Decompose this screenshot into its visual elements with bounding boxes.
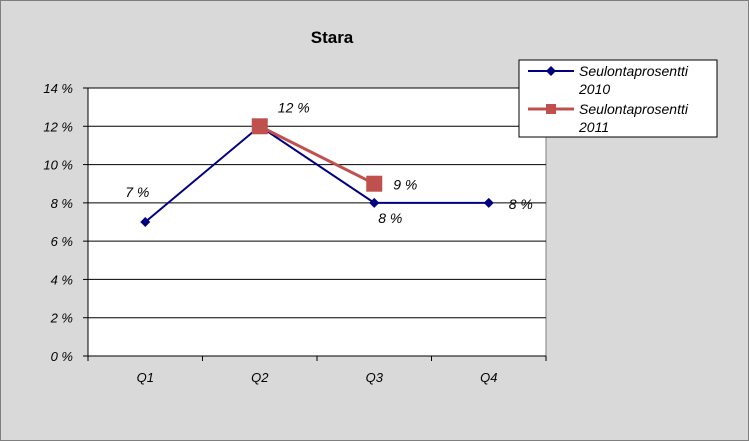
y-tick-label: 8 % — [51, 196, 73, 211]
legend-label-2011-name: Seulontaprosentti — [579, 101, 689, 117]
legend-label-2010-year: 2010 — [578, 81, 610, 97]
y-tick-label: 10 % — [43, 158, 73, 173]
x-tick-label: Q2 — [251, 370, 269, 385]
legend-diamond-marker — [546, 66, 556, 76]
series-line-2010 — [144, 125, 489, 223]
series-line-2011 — [259, 124, 375, 186]
chart-title: Stara — [311, 28, 354, 47]
x-tick-label: Q3 — [366, 370, 384, 385]
y-tick-label: 6 % — [51, 234, 73, 249]
data-point-diamond — [483, 197, 494, 208]
data-point-square — [366, 175, 383, 192]
axes: 0 % 2 % 4 % 6 % 8 % 10 % 12 % 14 % Q1 Q2 Q3 Q4 — [43, 81, 547, 385]
y-tick-label: 0 % — [51, 349, 73, 364]
y-tick-label: 4 % — [51, 272, 73, 287]
x-tick-label: Q1 — [137, 370, 154, 385]
data-point-diamond — [140, 217, 151, 227]
data-label: 9 % — [393, 177, 417, 193]
y-tick-label: 12 % — [43, 119, 73, 134]
data-labels: 7 % 8 % 8 % 12 % 9 % — [125, 99, 533, 226]
legend-label-2011-year: 2011 — [578, 119, 609, 135]
x-tick-label: Q4 — [480, 370, 497, 385]
y-tick-label: 2 % — [50, 311, 73, 326]
data-label: 8 % — [378, 210, 402, 226]
legend: Seulontaprosentti 2010 Seulontaprosentti… — [518, 59, 718, 138]
y-tick-label: 14 % — [43, 81, 73, 96]
data-label: 8 % — [509, 196, 533, 212]
data-point-diamond — [369, 197, 380, 208]
data-point-square — [251, 118, 268, 135]
legend-square-marker — [546, 104, 556, 114]
series-lines — [140, 118, 494, 227]
data-label: 12 % — [278, 99, 310, 115]
plot-area — [87, 87, 547, 357]
legend-label-2010-name: Seulontaprosentti — [579, 63, 689, 79]
data-label: 7 % — [125, 184, 149, 200]
